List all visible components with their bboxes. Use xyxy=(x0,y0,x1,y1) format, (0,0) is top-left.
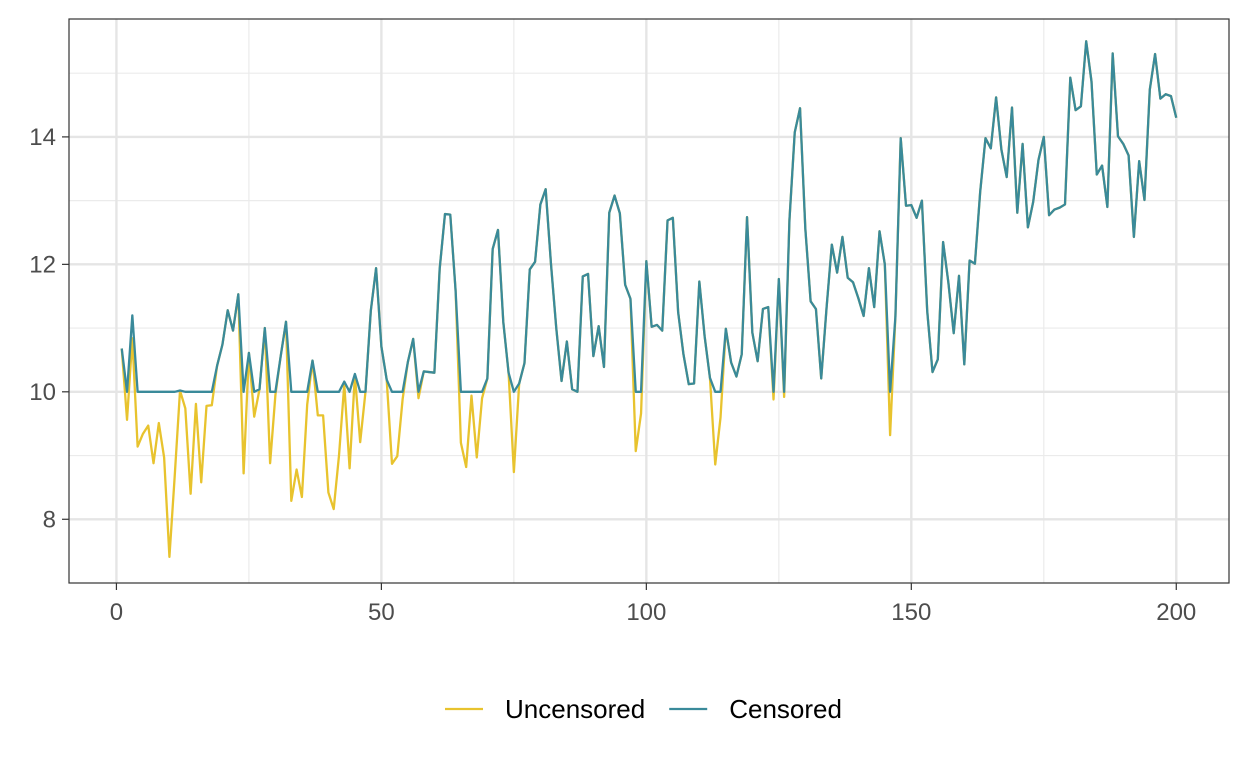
y-tick-label: 12 xyxy=(29,251,56,278)
y-axis-tick-labels: 8 10 12 14 xyxy=(29,124,56,533)
series-line-censored xyxy=(120,40,1178,393)
y-tick-label: 10 xyxy=(29,379,56,406)
legend: Uncensored Censored xyxy=(445,694,842,724)
legend-label-uncensored: Uncensored xyxy=(505,694,645,724)
x-tick-label: 100 xyxy=(626,599,666,626)
y-tick-label: 8 xyxy=(43,506,56,533)
x-tick-label: 50 xyxy=(368,599,395,626)
x-axis-tick-labels: 0 50 100 150 200 xyxy=(110,599,1197,626)
y-tick-label: 14 xyxy=(29,124,56,151)
x-tick-label: 0 xyxy=(110,599,123,626)
x-tick-label: 150 xyxy=(891,599,931,626)
legend-label-censored: Censored xyxy=(729,694,842,724)
series-lines xyxy=(120,40,1178,559)
axis-ticks xyxy=(62,136,1177,590)
plot-panel-border xyxy=(68,18,1230,584)
major-gridlines xyxy=(69,19,1229,583)
minor-gridlines xyxy=(69,19,1229,583)
x-tick-label: 200 xyxy=(1156,599,1196,626)
